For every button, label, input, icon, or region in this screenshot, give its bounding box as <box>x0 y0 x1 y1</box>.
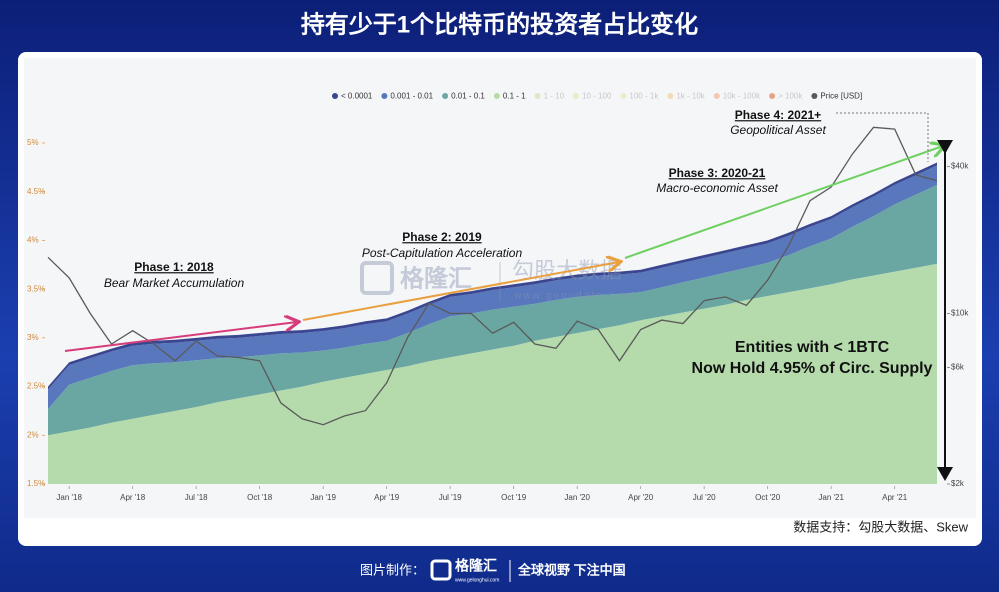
footer-slogan: 全球视野 下注中国 <box>517 562 626 577</box>
legend: < 0.0001 0.001 - 0.01 0.01 - 0.1 0.1 - 1 1 -… <box>332 92 862 101</box>
y-tick-label: 3% <box>27 333 39 342</box>
annotation: Geopolitical Asset <box>730 123 826 137</box>
legend-swatch <box>667 93 674 99</box>
legend-swatch <box>442 93 449 99</box>
x-tick-label: Oct '20 <box>755 493 781 502</box>
y2-tick-label: $10k <box>951 309 969 318</box>
legend-swatch <box>811 93 818 99</box>
y-tick-label: 1.5% <box>27 479 45 488</box>
y2-tick-label: $2k <box>951 479 965 488</box>
legend-swatch <box>381 93 388 99</box>
watermark: 格隆汇 勾股大数据 www.gogudata.com <box>360 258 633 302</box>
leader-line <box>836 112 929 162</box>
y2-tick-label: $40k <box>951 162 969 171</box>
x-tick-label: Jan '21 <box>818 493 844 502</box>
stacked-area <box>48 184 937 436</box>
legend-swatch <box>713 93 720 99</box>
legend-label: < 0.0001 <box>341 92 373 101</box>
legend-swatch <box>332 93 338 99</box>
annotation: Bear Market Accumulation <box>104 276 245 290</box>
y-tick-label: 3.5% <box>27 284 45 293</box>
legend-swatch <box>573 93 580 99</box>
legend-label: 1k - 10k <box>676 92 705 101</box>
y-tick-label: 2.5% <box>27 382 45 391</box>
y2-tick-label: $6k <box>951 363 965 372</box>
x-tick-label: Apr '18 <box>120 493 146 502</box>
x-tick-label: Jul '18 <box>185 493 208 502</box>
annotations: Phase 1: 2018 Bear Market Accumulation Pha… <box>104 108 933 377</box>
x-tick-label: Jul '20 <box>693 493 716 502</box>
legend-label: > 100k <box>778 92 803 101</box>
watermark-url: www.gogudata.com <box>513 291 633 302</box>
legend-label: 0.001 - 0.01 <box>390 92 433 101</box>
page-title: 持有少于1个比特币的投资者占比变化 <box>301 10 698 38</box>
y-tick-label: 4.5% <box>27 187 45 196</box>
stacked-area <box>48 263 937 484</box>
stacked-area <box>48 165 937 409</box>
footer-brand-url: www.gelonghui.com <box>455 577 499 583</box>
line-group <box>47 126 938 426</box>
y-tick-label: 4% <box>27 236 39 245</box>
x-tick-label: Jan '18 <box>56 493 82 502</box>
annotation: Phase 4: 2021+ <box>735 108 821 122</box>
legend-swatch <box>534 93 541 99</box>
annotation: Now Hold 4.95% of Circ. Supply <box>692 360 933 377</box>
annotation: Phase 1: 2018 <box>134 260 214 274</box>
x-tick-label: Oct '19 <box>501 493 527 502</box>
footer-logo <box>430 559 452 581</box>
y-tick-label: 2% <box>27 430 39 439</box>
x-tick-label: Apr '19 <box>374 493 400 502</box>
watermark-brand: 格隆汇 <box>400 264 472 292</box>
legend-label: 100 - 1k <box>629 92 659 101</box>
source: 数据支持：勾股大数据、Skew <box>793 519 968 534</box>
legend-label: 10 - 100 <box>582 92 612 101</box>
legend-label: 10k - 100k <box>723 92 761 101</box>
x-tick-label: Jan '19 <box>310 493 336 502</box>
annotation: Entities with < 1BTC <box>735 339 890 356</box>
phase-arrow <box>64 322 297 352</box>
x-tick-label: Apr '21 <box>882 493 908 502</box>
phase-arrow <box>302 262 619 321</box>
legend-swatch <box>620 93 627 99</box>
x-tick-label: Jul '19 <box>439 493 462 502</box>
stacked-area <box>48 162 937 390</box>
area-group <box>48 162 937 484</box>
annotation: Phase 2: 2019 <box>402 230 482 244</box>
legend-label: Price [USD] <box>820 92 862 101</box>
footer-brand: 格隆汇 <box>455 558 497 574</box>
price-line <box>47 126 938 426</box>
legend-label: 0.1 - 1 <box>503 92 526 101</box>
legend-swatch <box>769 93 776 99</box>
legend-swatch <box>493 93 500 99</box>
legend-label: 1 - 10 <box>544 92 565 101</box>
watermark-logo <box>360 261 394 295</box>
annotation: Phase 3: 2020-21 <box>669 166 766 180</box>
annotation: Macro-economic Asset <box>656 181 778 195</box>
x-tick-label: Oct '18 <box>247 493 273 502</box>
annotation: Post-Capitulation Acceleration <box>362 246 523 260</box>
phase-arrow <box>624 146 943 259</box>
x-tick-label: Jan '20 <box>564 493 590 502</box>
legend-label: 0.01 - 0.1 <box>451 92 485 101</box>
y-tick-label: 5% <box>27 138 39 147</box>
footer-label: 图片制作： <box>360 562 425 577</box>
x-tick-label: Apr '20 <box>628 493 654 502</box>
